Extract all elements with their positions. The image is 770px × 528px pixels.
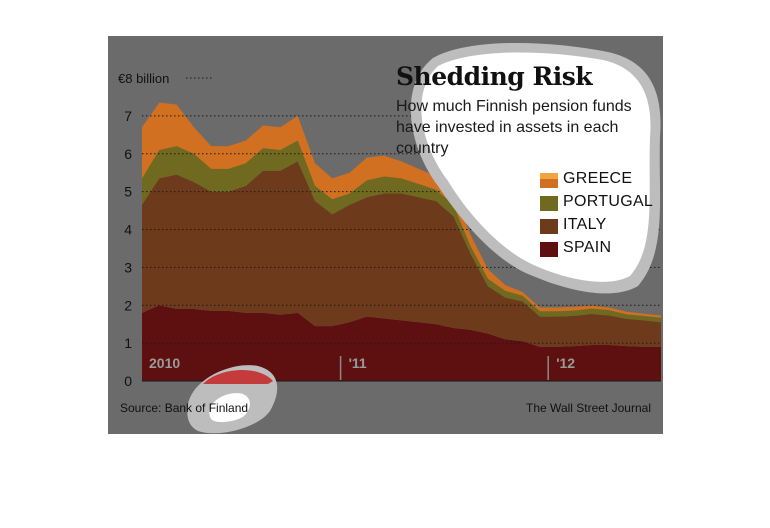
annotation-highlight-inner bbox=[421, 52, 651, 282]
area-spain bbox=[142, 305, 661, 381]
legend-label: SPAIN bbox=[563, 239, 612, 256]
legend-label: GREECE bbox=[563, 170, 633, 187]
y-tick-label: 2 bbox=[124, 297, 132, 313]
source-note: Source: Bank of Finland bbox=[120, 401, 249, 415]
y-tick-label-layer: €8 billion 0 1 2 3 4 5 6 7 bbox=[118, 71, 169, 389]
legend-swatch bbox=[540, 173, 558, 188]
area-layer bbox=[142, 102, 661, 381]
source-highlight-red bbox=[200, 369, 273, 384]
legend-label: ITALY bbox=[563, 216, 607, 233]
legend-swatch bbox=[540, 219, 558, 234]
publisher-credit: The Wall Street Journal bbox=[526, 401, 651, 415]
y-tick-label: 7 bbox=[124, 108, 132, 124]
area-portugal bbox=[142, 140, 661, 323]
legend-swatch bbox=[540, 196, 558, 211]
y-tick-label: 5 bbox=[124, 184, 132, 200]
x-tick-label: '12 bbox=[556, 355, 575, 371]
chart-title: Shedding Risk bbox=[396, 62, 593, 91]
source-highlight-inner bbox=[209, 393, 250, 423]
legend-label: PORTUGAL bbox=[563, 193, 654, 210]
area-italy bbox=[142, 161, 661, 347]
chart-subtitle: How much Finnish pension funds have inve… bbox=[396, 98, 632, 157]
chart-svg: €8 billion 0 1 2 3 4 5 6 7 2010 '11 '12 bbox=[118, 42, 661, 434]
y-tick-label: 0 bbox=[124, 373, 132, 389]
y-tick-label: 1 bbox=[124, 335, 132, 351]
y-tick-label: 6 bbox=[124, 146, 132, 162]
y-unit-label: €8 billion bbox=[118, 71, 169, 86]
y-tick-label: 3 bbox=[124, 259, 132, 275]
chart-frame: €8 billion 0 1 2 3 4 5 6 7 2010 '11 '12 Shedding R… bbox=[108, 36, 663, 434]
x-tick-label: 2010 bbox=[149, 355, 180, 371]
x-tick-layer: 2010 '11 '12 bbox=[149, 355, 575, 380]
y-tick-label: 4 bbox=[124, 222, 132, 238]
x-tick-label: '11 bbox=[349, 355, 367, 371]
legend-swatch bbox=[540, 242, 558, 257]
